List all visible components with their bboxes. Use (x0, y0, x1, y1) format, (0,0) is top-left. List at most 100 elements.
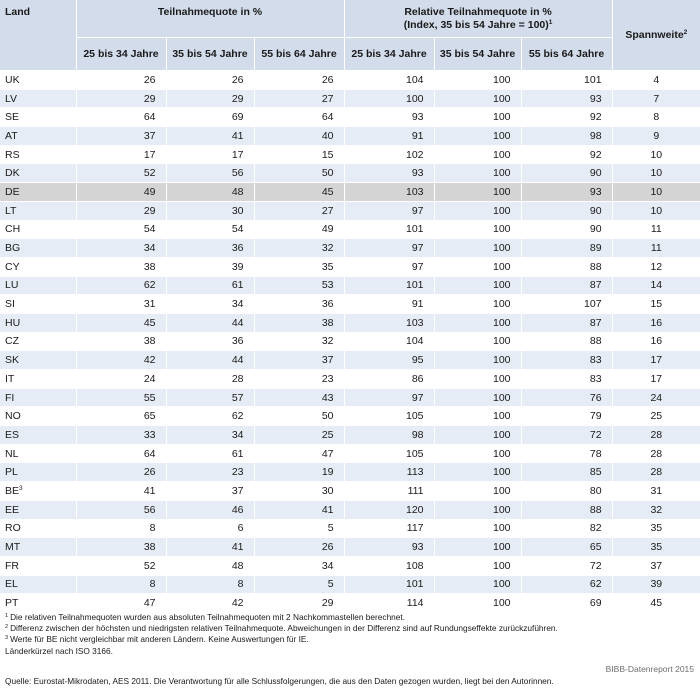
table-row: UK 26 26 26 104 100 101 4 (0, 70, 700, 90)
quote-35-54: 41 (166, 537, 255, 557)
quote-35-54: 34 (166, 294, 255, 314)
table-row: LU 62 61 53 101 100 87 14 (0, 276, 700, 296)
quote-35-54: 62 (166, 406, 255, 427)
relative-quote-55-64: 85 (521, 462, 613, 483)
relative-quote-25-34: 111 (344, 481, 435, 501)
subheader-age-25-34: 25 bis 34 Jahre (76, 37, 167, 71)
quote-55-64: 32 (254, 238, 345, 258)
table-row: AT 37 41 40 91 100 98 9 (0, 126, 700, 146)
quote-35-54: 30 (166, 201, 255, 221)
relative-quote-35-54: 100 (434, 444, 522, 464)
spannweite-value: 15 (612, 294, 700, 314)
quote-25-34: 45 (76, 313, 167, 333)
spannweite-value: 8 (612, 107, 700, 128)
header-land: Land (0, 0, 77, 71)
table-row: FR 52 48 34 108 100 72 37 (0, 556, 700, 576)
quote-35-54: 34 (166, 425, 255, 445)
table-row: FI 55 57 43 97 100 76 24 (0, 388, 700, 408)
quote-35-54: 44 (166, 313, 255, 333)
country-code: MT (0, 537, 77, 557)
quote-25-34: 38 (76, 257, 167, 277)
quote-55-64: 38 (254, 313, 345, 333)
quote-55-64: 34 (254, 556, 345, 576)
quote-25-34: 55 (76, 388, 167, 408)
quote-25-34: 62 (76, 276, 167, 296)
quote-35-54: 61 (166, 444, 255, 464)
table-row: HU 45 44 38 103 100 87 16 (0, 313, 700, 333)
table-row: DK 52 56 50 93 100 90 10 (0, 163, 700, 184)
relative-quote-25-34: 93 (344, 163, 435, 184)
quote-55-64: 5 (254, 575, 345, 595)
relative-quote-35-54: 100 (434, 556, 522, 576)
relative-quote-35-54: 100 (434, 276, 522, 296)
relative-quote-55-64: 62 (521, 575, 613, 595)
relative-quote-25-34: 117 (344, 519, 435, 539)
spannweite-value: 31 (612, 481, 700, 501)
header-relative-footnote-marker: 1 (548, 19, 553, 26)
relative-quote-55-64: 72 (521, 425, 613, 445)
publication-credit: BIBB-Datenreport 2015 (605, 664, 694, 674)
relative-quote-25-34: 97 (344, 201, 435, 221)
spannweite-value: 11 (612, 220, 700, 240)
table-row: SK 42 44 37 95 100 83 17 (0, 350, 700, 370)
country-code: DK (0, 163, 77, 184)
relative-quote-55-64: 82 (521, 519, 613, 539)
relative-quote-55-64: 93 (521, 182, 613, 202)
quote-35-54: 36 (166, 332, 255, 352)
relative-quote-25-34: 93 (344, 107, 435, 128)
header-relative-teilnahmequote: Relative Teilnahmequote in % (Index, 35 … (344, 0, 613, 38)
quote-25-34: 65 (76, 406, 167, 427)
quote-55-64: 26 (254, 70, 345, 90)
country-code: BE3 (0, 481, 77, 501)
country-code: LU (0, 276, 77, 296)
quote-55-64: 35 (254, 257, 345, 277)
spannweite-value: 14 (612, 276, 700, 296)
relative-quote-25-34: 105 (344, 444, 435, 464)
quote-25-34: 54 (76, 220, 167, 240)
country-code: DE (0, 182, 77, 202)
relative-quote-25-34: 105 (344, 406, 435, 427)
relative-quote-25-34: 103 (344, 182, 435, 202)
spannweite-value: 10 (612, 163, 700, 184)
relative-quote-55-64: 80 (521, 481, 613, 501)
quote-55-64: 64 (254, 107, 345, 128)
quote-25-34: 29 (76, 201, 167, 221)
relative-quote-55-64: 83 (521, 369, 613, 389)
quote-25-34: 38 (76, 332, 167, 352)
relative-quote-55-64: 88 (521, 257, 613, 277)
footnote-3: 3 Werte für BE nicht vergleichbar mit and… (5, 634, 309, 645)
relative-quote-35-54: 100 (434, 369, 522, 389)
quote-55-64: 29 (254, 593, 345, 613)
spannweite-value: 32 (612, 500, 700, 520)
quote-35-54: 44 (166, 350, 255, 370)
relative-quote-35-54: 100 (434, 388, 522, 408)
relative-quote-25-34: 104 (344, 70, 435, 90)
relative-quote-25-34: 97 (344, 257, 435, 277)
table-row: LV 29 29 27 100 100 93 7 (0, 89, 700, 109)
footnote-1: 1 Die relativen Teilnahmequoten wurden au… (5, 612, 406, 622)
relative-quote-55-64: 72 (521, 556, 613, 576)
relative-quote-35-54: 100 (434, 238, 522, 258)
quote-25-34: 8 (76, 519, 167, 539)
spannweite-value: 24 (612, 388, 700, 408)
table-row: SE 64 69 64 93 100 92 8 (0, 107, 700, 128)
relative-quote-25-34: 91 (344, 294, 435, 314)
table-row: PT 47 42 29 114 100 69 45 (0, 593, 700, 613)
quote-35-54: 61 (166, 276, 255, 296)
relative-quote-35-54: 100 (434, 425, 522, 445)
spannweite-value: 28 (612, 444, 700, 464)
quote-55-64: 53 (254, 276, 345, 296)
spannweite-value: 4 (612, 70, 700, 90)
relative-quote-25-34: 101 (344, 276, 435, 296)
quote-55-64: 36 (254, 294, 345, 314)
quote-35-54: 8 (166, 575, 255, 595)
relative-quote-25-34: 100 (344, 89, 435, 109)
relative-quote-25-34: 97 (344, 238, 435, 258)
spannweite-value: 35 (612, 537, 700, 557)
quote-25-34: 31 (76, 294, 167, 314)
country-code: EL (0, 575, 77, 595)
quote-55-64: 49 (254, 220, 345, 240)
quote-55-64: 25 (254, 425, 345, 445)
spannweite-value: 35 (612, 519, 700, 539)
country-code: NL (0, 444, 77, 464)
